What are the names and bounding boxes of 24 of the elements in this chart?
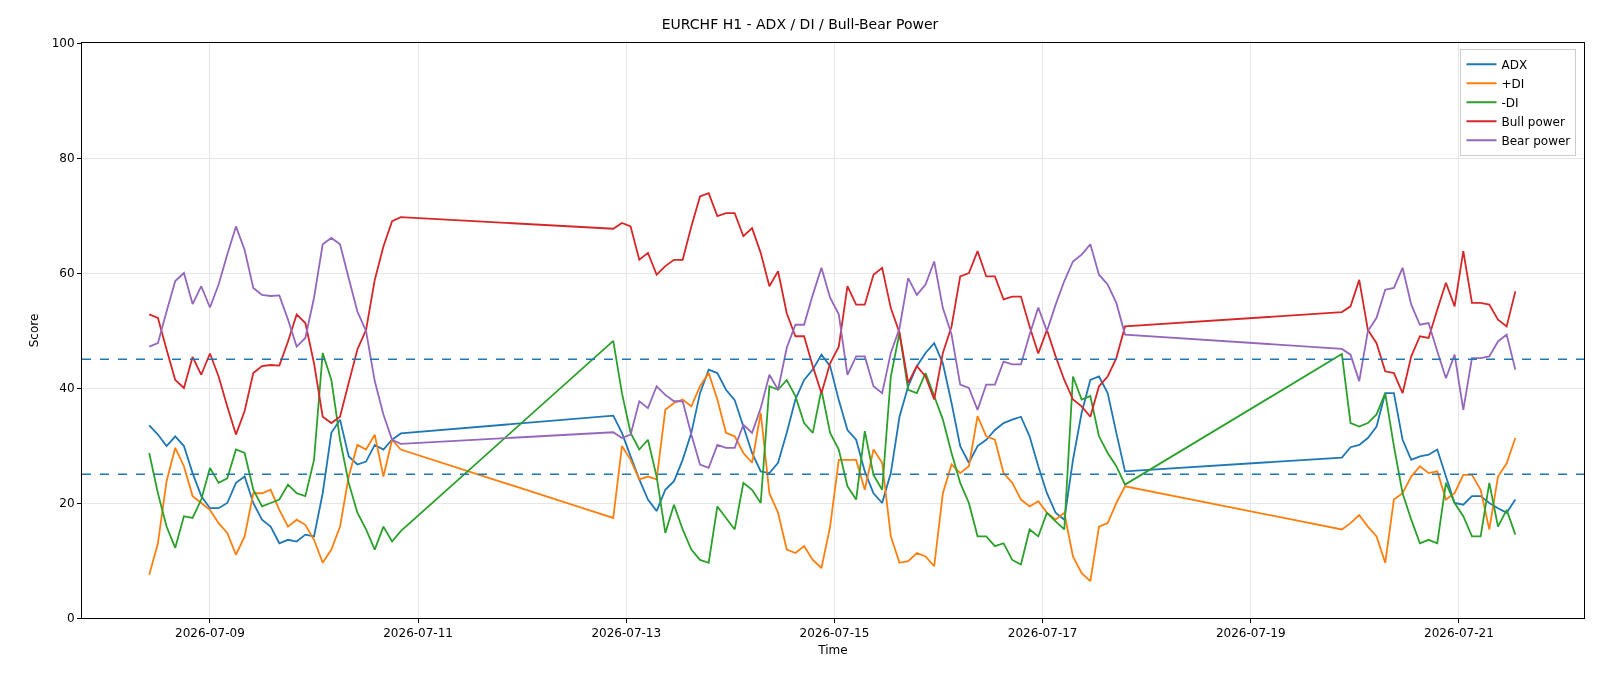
y-tick-label: 0 [66, 611, 75, 626]
y-tick-label: 40 [59, 381, 75, 396]
x-tick-label: 2026-07-15 [799, 626, 870, 641]
legend-label: Bear power [1501, 133, 1571, 148]
x-tick-label: 2026-07-09 [175, 626, 245, 641]
line-series [148, 192, 1517, 436]
x-tick-label: 2026-07-11 [383, 626, 453, 641]
y-tick-label: 100 [51, 36, 75, 51]
legend-label: -DI [1501, 95, 1519, 110]
y-axis-title: Score [26, 313, 41, 348]
chart-title: EURCHF H1 - ADX / DI / Bull-Bear Power [661, 15, 939, 32]
x-tick-label: 2026-07-13 [591, 626, 662, 641]
line-series [148, 225, 1517, 469]
y-tick-label: 20 [59, 496, 75, 511]
y-tick-label: 80 [59, 151, 75, 166]
x-axis-title: Time [817, 643, 848, 658]
line-series [148, 372, 1517, 583]
legend-label: Bull power [1501, 114, 1565, 129]
y-tick-label: 60 [59, 266, 75, 281]
x-tick-label: 2026-07-17 [1007, 626, 1078, 641]
legend-label: ADX [1501, 57, 1528, 72]
x-tick-label: 2026-07-21 [1424, 626, 1494, 641]
legend-label: +DI [1501, 76, 1525, 91]
x-tick-label: 2026-07-19 [1215, 626, 1286, 641]
